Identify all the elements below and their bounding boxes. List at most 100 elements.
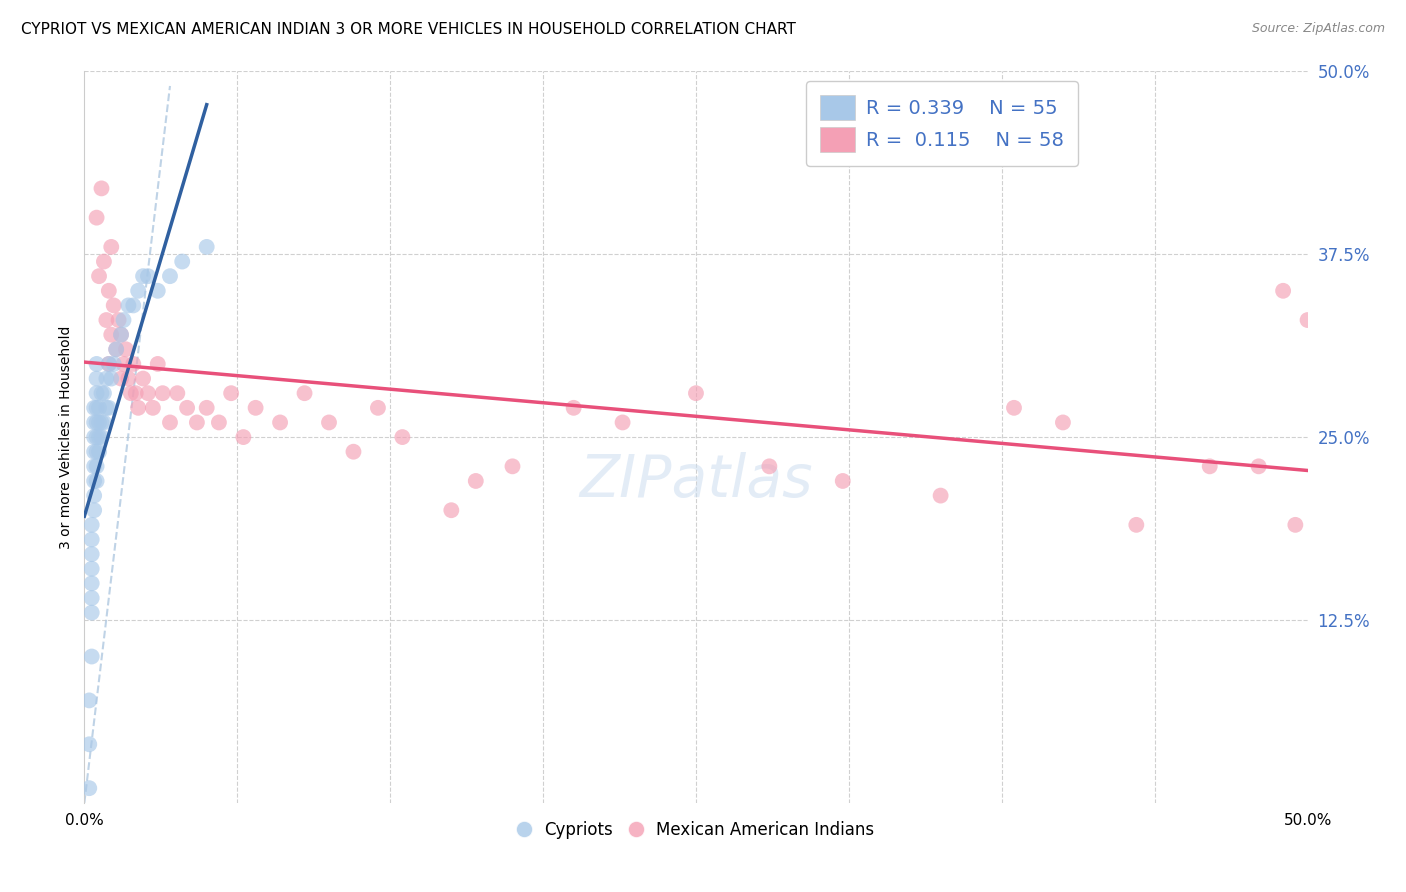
Point xyxy=(1002,401,1025,415)
Point xyxy=(146,357,169,371)
Point xyxy=(502,459,524,474)
Point xyxy=(152,386,174,401)
Point xyxy=(90,386,112,401)
Point xyxy=(166,386,188,401)
Point xyxy=(176,401,198,415)
Point xyxy=(80,591,103,605)
Point xyxy=(929,489,952,503)
Point xyxy=(97,401,120,415)
Point xyxy=(269,416,291,430)
Point xyxy=(105,343,128,357)
Point xyxy=(758,459,780,474)
Point xyxy=(125,386,148,401)
Point xyxy=(97,357,120,371)
Point xyxy=(391,430,413,444)
Point xyxy=(136,386,159,401)
Y-axis label: 3 or more Vehicles in Household: 3 or more Vehicles in Household xyxy=(59,326,73,549)
Point xyxy=(87,444,110,458)
Point xyxy=(93,386,115,401)
Point xyxy=(80,649,103,664)
Point xyxy=(83,459,105,474)
Legend: Cypriots, Mexican American Indians: Cypriots, Mexican American Indians xyxy=(510,814,882,846)
Point xyxy=(294,386,316,401)
Point xyxy=(1052,416,1074,430)
Point xyxy=(685,386,707,401)
Point xyxy=(86,401,108,415)
Point xyxy=(110,327,132,342)
Point xyxy=(186,416,208,430)
Text: CYPRIOT VS MEXICAN AMERICAN INDIAN 3 OR MORE VEHICLES IN HOUSEHOLD CORRELATION C: CYPRIOT VS MEXICAN AMERICAN INDIAN 3 OR … xyxy=(21,22,796,37)
Point xyxy=(90,181,112,195)
Point xyxy=(96,371,118,385)
Point xyxy=(127,401,149,415)
Point xyxy=(107,313,129,327)
Point xyxy=(90,430,112,444)
Point xyxy=(80,533,103,547)
Point xyxy=(86,357,108,371)
Point xyxy=(122,298,145,312)
Point xyxy=(146,284,169,298)
Point xyxy=(83,503,105,517)
Point xyxy=(77,737,100,751)
Point xyxy=(318,416,340,430)
Point xyxy=(1296,313,1319,327)
Point xyxy=(80,576,103,591)
Point xyxy=(195,240,218,254)
Point xyxy=(100,371,122,385)
Point xyxy=(440,503,463,517)
Point xyxy=(464,474,486,488)
Point xyxy=(77,781,100,796)
Point xyxy=(219,386,242,401)
Point xyxy=(83,444,105,458)
Point xyxy=(1284,517,1306,532)
Point xyxy=(86,474,108,488)
Point xyxy=(96,401,118,415)
Point xyxy=(83,430,105,444)
Point xyxy=(232,430,254,444)
Point xyxy=(612,416,634,430)
Point xyxy=(86,459,108,474)
Point xyxy=(112,357,135,371)
Point xyxy=(117,371,139,385)
Point xyxy=(87,430,110,444)
Point xyxy=(115,343,138,357)
Text: ZIPatlas: ZIPatlas xyxy=(579,452,813,509)
Point xyxy=(122,357,145,371)
Point xyxy=(103,298,125,312)
Point xyxy=(86,444,108,458)
Point xyxy=(1198,459,1220,474)
Point xyxy=(87,401,110,415)
Point xyxy=(367,401,389,415)
Point xyxy=(86,371,108,385)
Point xyxy=(132,269,155,284)
Point xyxy=(105,343,128,357)
Point xyxy=(342,444,364,458)
Point xyxy=(80,562,103,576)
Point xyxy=(562,401,585,415)
Point xyxy=(97,284,120,298)
Point xyxy=(77,693,100,707)
Point xyxy=(93,254,115,268)
Point xyxy=(208,416,231,430)
Point xyxy=(142,401,165,415)
Point xyxy=(83,489,105,503)
Point xyxy=(159,416,181,430)
Point xyxy=(86,386,108,401)
Point xyxy=(1272,284,1295,298)
Point xyxy=(1247,459,1270,474)
Point xyxy=(110,327,132,342)
Point xyxy=(83,474,105,488)
Point xyxy=(86,416,108,430)
Point xyxy=(83,416,105,430)
Point xyxy=(132,371,155,385)
Point xyxy=(87,269,110,284)
Point xyxy=(1125,517,1147,532)
Point xyxy=(100,327,122,342)
Point xyxy=(83,401,105,415)
Point xyxy=(80,547,103,561)
Point xyxy=(86,430,108,444)
Point xyxy=(100,240,122,254)
Point xyxy=(87,416,110,430)
Point xyxy=(80,517,103,532)
Point xyxy=(120,386,142,401)
